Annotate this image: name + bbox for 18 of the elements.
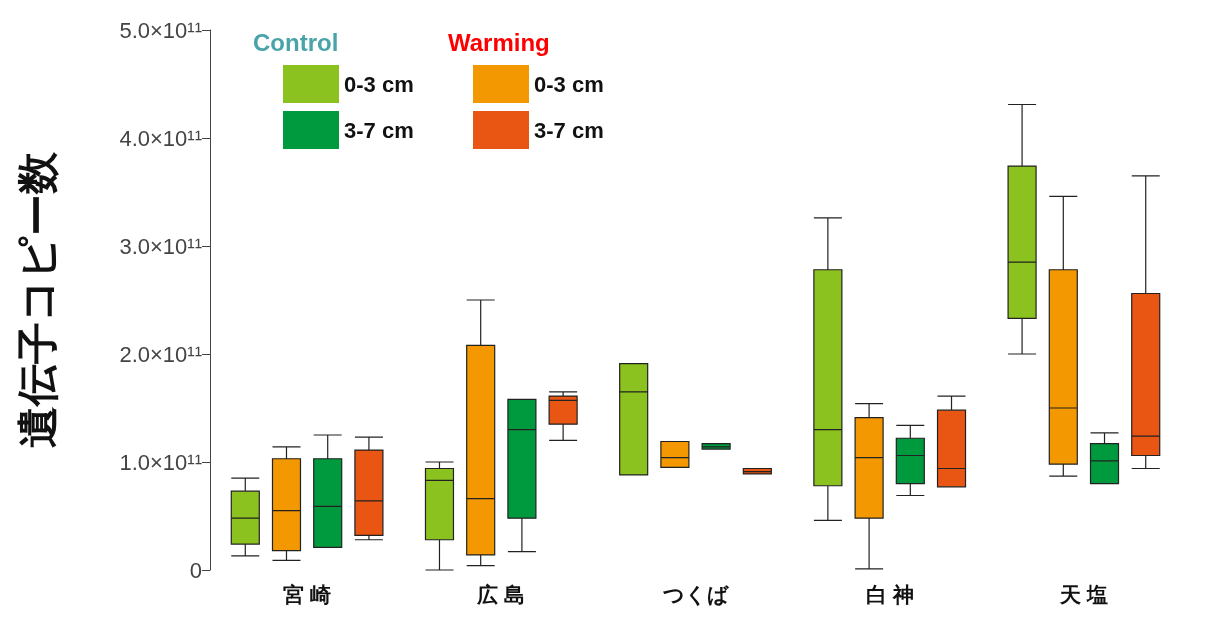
- legend-label: 3-7 cm: [344, 117, 414, 143]
- annotation: Control: [253, 28, 339, 56]
- x-tick-label: つくば: [662, 583, 729, 607]
- legend-label: 3-7 cm: [534, 117, 604, 143]
- legend-label: 0-3 cm: [344, 71, 414, 97]
- y-tick-label: 2.0×10¹¹: [119, 341, 202, 367]
- legend-label: 0-3 cm: [534, 71, 604, 97]
- y-tick-label: 3.0×10¹¹: [119, 233, 202, 259]
- y-tick-label: 1.0×10¹¹: [119, 449, 202, 475]
- x-tick-label: 白 神: [865, 583, 914, 606]
- y-tick-label: 4.0×10¹¹: [119, 125, 202, 151]
- y-tick-label: 5.0×10¹¹: [119, 17, 202, 43]
- x-tick-label: 天 塩: [1058, 583, 1108, 606]
- x-tick-label: 宮 崎: [283, 583, 332, 606]
- y-tick-label: 0: [189, 557, 202, 583]
- y-axis-title: 遺伝子コピー数: [13, 151, 61, 448]
- x-tick-label: 広 島: [476, 583, 526, 606]
- annotation: Warming: [448, 28, 550, 56]
